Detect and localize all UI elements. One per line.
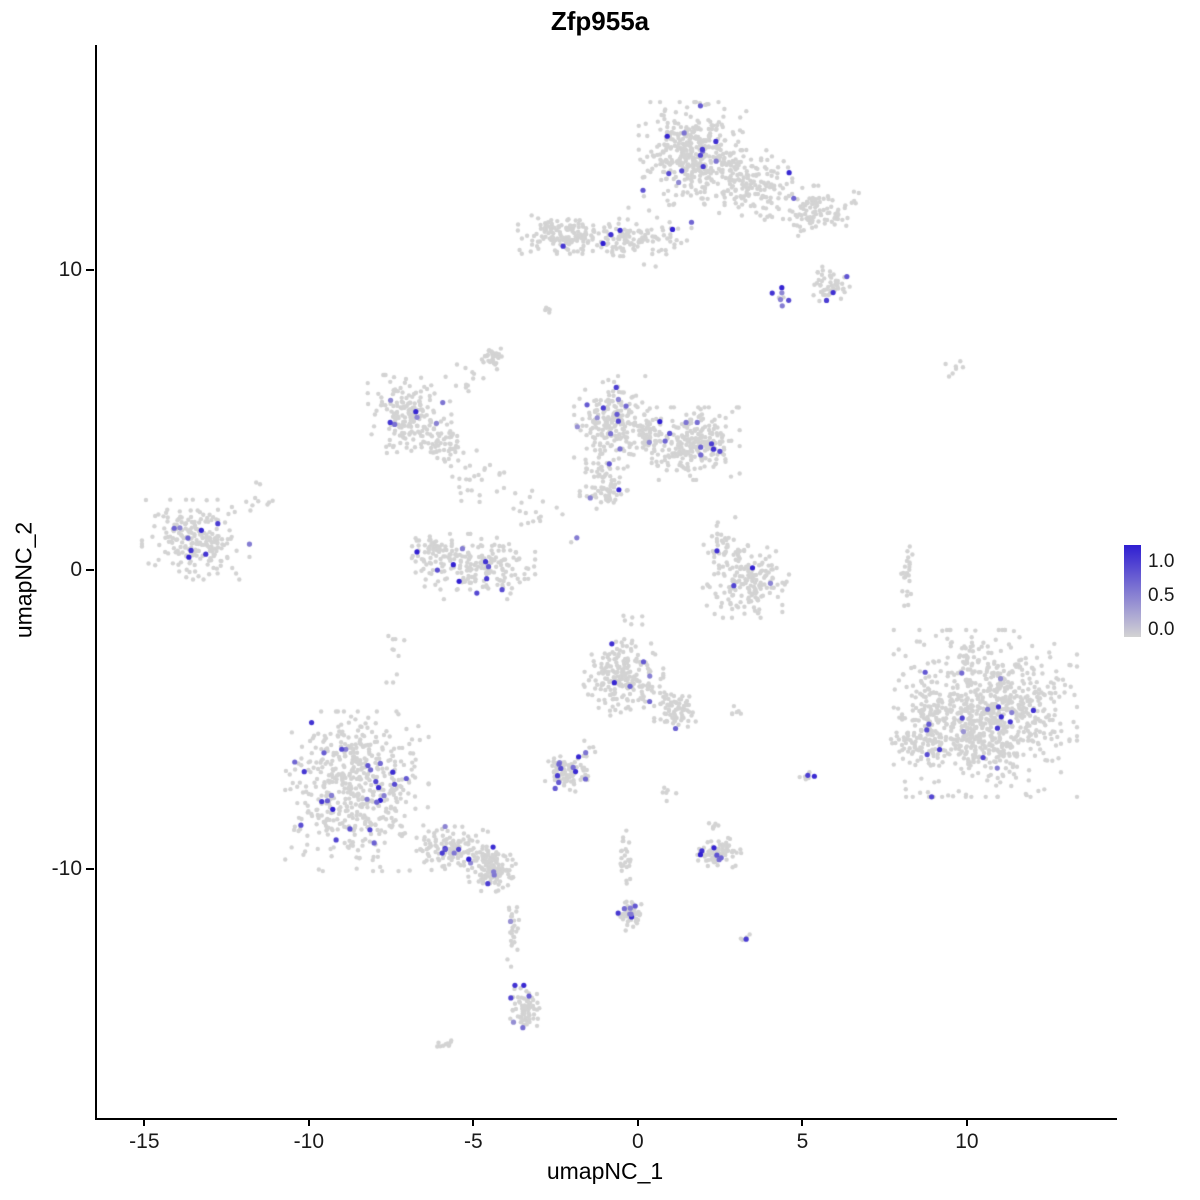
x-tick-label: 0 — [632, 1130, 644, 1153]
x-tick-label: -10 — [293, 1130, 325, 1153]
colorbar-legend: 1.0 0.5 0.0 — [1124, 545, 1200, 645]
legend-tick-label: 0.5 — [1148, 585, 1175, 607]
plot-panel — [95, 45, 1117, 1120]
y-axis-title: umapNC_2 — [10, 521, 37, 639]
x-tick-label: -15 — [129, 1130, 160, 1153]
y-tick-mark — [86, 268, 94, 271]
y-tick-label: -10 — [51, 857, 82, 881]
y-tick-label: 10 — [58, 257, 82, 281]
plot-title: Zfp955a — [550, 6, 650, 36]
legend-tick-label: 1.0 — [1148, 551, 1175, 573]
y-tick-mark — [86, 568, 94, 571]
x-tick-label: 10 — [955, 1130, 979, 1153]
colorbar-gradient — [1124, 545, 1141, 637]
x-tick-label: 5 — [796, 1130, 809, 1153]
x-tick-label: -5 — [464, 1130, 483, 1153]
x-axis-title: umapNC_1 — [546, 1158, 664, 1184]
umap-scatter-canvas — [97, 45, 1117, 1118]
y-tick-mark — [86, 868, 94, 871]
legend-tick-label: 0.0 — [1148, 619, 1175, 641]
